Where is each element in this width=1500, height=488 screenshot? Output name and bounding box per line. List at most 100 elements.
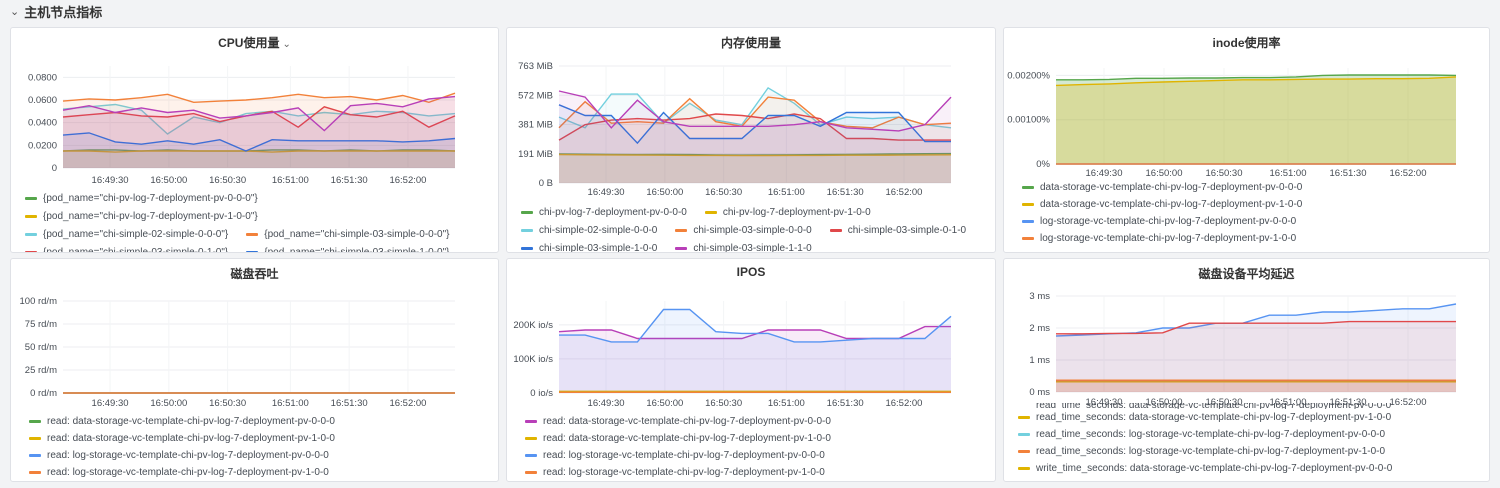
legend-item[interactable]: chi-simple-02-simple-0-0-0	[521, 222, 657, 239]
legend-item[interactable]: read: data-storage-vc-template-chi-pv-lo…	[525, 413, 967, 430]
series-line[interactable]	[63, 150, 455, 153]
legend-item[interactable]: {pod_name="chi-pv-log-7-deployment-pv-0-…	[25, 190, 258, 207]
series-line[interactable]	[558, 96, 952, 129]
legend-label: {pod_name="chi-simple-03-simple-0-1-0"}	[43, 247, 229, 253]
legend-label: {pod_name="chi-simple-03-simple-1-0-0"}	[264, 247, 450, 253]
legend-item[interactable]: {pod_name="chi-simple-02-simple-0-0-0"}	[25, 226, 228, 243]
legend-item[interactable]: chi-simple-03-simple-0-1-0	[829, 222, 966, 239]
series-area	[559, 87, 951, 183]
legend-item[interactable]: chi-simple-03-simple-0-0-0	[675, 222, 812, 239]
legend-item[interactable]: read: log-storage-vc-template-chi-pv-log…	[29, 447, 471, 464]
chevron-down-icon[interactable]: ⌄	[282, 39, 291, 50]
series-line[interactable]	[1056, 320, 1456, 335]
legend-swatch-icon	[1022, 203, 1034, 206]
y-tick-label: 0.00100%	[1007, 115, 1050, 126]
legend-item[interactable]: chi-simple-03-simple-1-1-0	[675, 240, 812, 252]
panel-memory-usage[interactable]: 内存使用量 0 B 191 MiB 381 MiB 572 MiB 763 MiB 16:…	[506, 27, 996, 253]
legend-item[interactable]: {pod_name="chi-simple-03-simple-0-1-0"}	[25, 244, 229, 253]
legend-label: chi-pv-log-7-deployment-pv-0-0-0	[539, 207, 687, 218]
legend-label: chi-simple-02-simple-0-0-0	[539, 225, 658, 236]
legend-item[interactable]: read: log-storage-vc-template-chi-pv-log…	[525, 447, 967, 464]
series-line[interactable]	[558, 86, 952, 129]
series-line[interactable]	[558, 113, 951, 141]
legend-label: {pod_name="chi-simple-03-simple-0-0-0"}	[264, 229, 450, 240]
y-tick-label: 763 MiB	[518, 61, 553, 72]
legend-item[interactable]: read: data-storage-vc-template-chi-pv-lo…	[525, 430, 967, 447]
y-tick-label: 572 MiB	[518, 90, 553, 101]
legend-item[interactable]: chi-pv-log-7-deployment-pv-1-0-0	[704, 204, 871, 221]
legend-label: chi-simple-03-simple-1-0-0	[539, 243, 658, 253]
series-line[interactable]	[558, 153, 952, 157]
panel-disk-throughput[interactable]: 磁盘吞吐 0 rd/m 25 rd/m 50 rd/m 75 rd/m 100 rd/m…	[10, 258, 499, 482]
series-line[interactable]	[62, 95, 456, 132]
series-line[interactable]	[1056, 74, 1457, 81]
x-tick-label: 16:50:30	[1206, 168, 1243, 179]
chevron-down-icon[interactable]: ⌄	[10, 5, 20, 18]
legend-item[interactable]: {pod_name="chi-simple-03-simple-1-0-0"}	[246, 244, 450, 253]
series-line[interactable]	[62, 92, 456, 104]
legend-item[interactable]: read_time_seconds: log-storage-vc-templa…	[1018, 443, 1468, 460]
legend-label: {pod_name="chi-pv-log-7-deployment-pv-0-…	[43, 193, 258, 204]
legend-item[interactable]: chi-pv-log-7-deployment-pv-0-0-0	[521, 204, 687, 221]
legend-label: read: data-storage-vc-template-chi-pv-lo…	[47, 416, 335, 427]
series-line[interactable]	[62, 103, 456, 135]
legend-label: read: log-storage-vc-template-chi-pv-log…	[543, 450, 825, 461]
series-line[interactable]	[558, 90, 952, 132]
row-header[interactable]: ⌄ 主机节点指标	[0, 0, 1500, 22]
legend-item[interactable]: read_time_seconds: log-storage-vc-templa…	[1018, 426, 1468, 443]
x-tick-label: 16:50:00	[1146, 168, 1183, 179]
legend-item[interactable]: data-storage-vc-template-chi-pv-log-7-de…	[1022, 179, 1464, 196]
legend-item[interactable]: log-storage-vc-template-chi-pv-log-7-dep…	[1022, 230, 1464, 247]
y-tick-label: 2 ms	[1029, 323, 1050, 334]
series-line[interactable]	[559, 308, 952, 343]
series-area	[1056, 321, 1456, 392]
legend-swatch-icon	[521, 229, 533, 232]
legend-item[interactable]: read: data-storage-vc-template-chi-pv-lo…	[29, 430, 471, 447]
y-tick-label: 100 rd/m	[20, 296, 58, 307]
series-line[interactable]	[62, 132, 456, 152]
panel-title: 磁盘吞吐	[230, 267, 279, 281]
legend-item[interactable]: data-storage-vc-template-chi-pv-log-7-de…	[1022, 196, 1464, 213]
series-area	[1056, 380, 1456, 392]
series-line[interactable]	[1055, 76, 1457, 87]
y-tick-label: 3 ms	[1029, 291, 1050, 302]
legend-swatch-icon	[1018, 450, 1030, 453]
legend-item[interactable]: read: data-storage-vc-template-chi-pv-lo…	[29, 413, 471, 430]
legend-item[interactable]: read: log-storage-vc-template-chi-pv-log…	[525, 464, 967, 481]
legend-label: write_time_seconds: data-storage-vc-temp…	[1036, 463, 1393, 474]
panel-ipos[interactable]: IPOS 0 io/s 100K io/s 200K io/s 16:49:30 16:…	[506, 258, 996, 482]
panel-cpu-usage[interactable]: CPU使用量 ⌄ 0 0.0200 0.0400 0.0600 0.0800 16:49:3…	[10, 27, 499, 253]
legend-swatch-icon	[1022, 186, 1034, 189]
x-tick-label: 16:51:30	[331, 175, 368, 186]
x-tick-label: 16:49:30	[92, 398, 129, 409]
x-tick-label: 16:49:30	[588, 187, 625, 198]
legend-item[interactable]: read_time_seconds: data-storage-vc-templ…	[1018, 409, 1468, 426]
legend-label: chi-simple-03-simple-0-0-0	[693, 225, 812, 236]
series-area	[63, 106, 455, 168]
legend-label: read_time_seconds: log-storage-vc-templa…	[1036, 429, 1386, 440]
series-area	[1056, 381, 1456, 392]
y-tick-label: 0 ms	[1029, 387, 1050, 398]
y-tick-label: 100K io/s	[513, 354, 553, 365]
inode-chart: 0% 0.00100% 0.00200% 16:49:30 16:50:00 16:50:…	[1007, 68, 1457, 179]
series-area	[559, 154, 951, 183]
series-area	[1056, 304, 1456, 392]
panel-inode-usage[interactable]: inode使用率 0% 0.00100% 0.00200% 16:49:30 16:50…	[1003, 27, 1490, 253]
legend-item[interactable]: write_time_seconds: data-storage-vc-temp…	[1018, 460, 1468, 477]
row-title: 主机节点指标	[24, 4, 103, 20]
legend-item-cut[interactable]: read_time_seconds: data-storage-vc-templ…	[1036, 403, 1392, 409]
series-area	[559, 153, 951, 183]
legend-item[interactable]: log-storage-vc-template-chi-pv-log-7-dep…	[1022, 213, 1464, 230]
legend-label: read: data-storage-vc-template-chi-pv-lo…	[543, 433, 831, 444]
disk-legend: read: data-storage-vc-template-chi-pv-lo…	[29, 413, 489, 481]
panel-title[interactable]: CPU使用量 ⌄	[11, 34, 498, 51]
x-tick-label: 16:52:00	[885, 398, 922, 409]
legend-label: read_time_seconds: data-storage-vc-templ…	[1036, 412, 1392, 423]
legend-item[interactable]: read: log-storage-vc-template-chi-pv-log…	[29, 464, 471, 481]
legend-item[interactable]: {pod_name="chi-simple-03-simple-0-0-0"}	[246, 226, 450, 243]
legend-label: log-storage-vc-template-chi-pv-log-7-dep…	[1040, 216, 1297, 227]
legend-item[interactable]: chi-simple-03-simple-1-0-0	[521, 240, 658, 253]
legend-swatch-icon	[246, 251, 259, 252]
legend-item[interactable]: {pod_name="chi-pv-log-7-deployment-pv-1-…	[25, 208, 258, 225]
panel-disk-latency[interactable]: 磁盘设备平均延迟 0 ms 1 ms 2 ms 3 ms 16:49:30 16:50:0…	[1003, 258, 1490, 482]
